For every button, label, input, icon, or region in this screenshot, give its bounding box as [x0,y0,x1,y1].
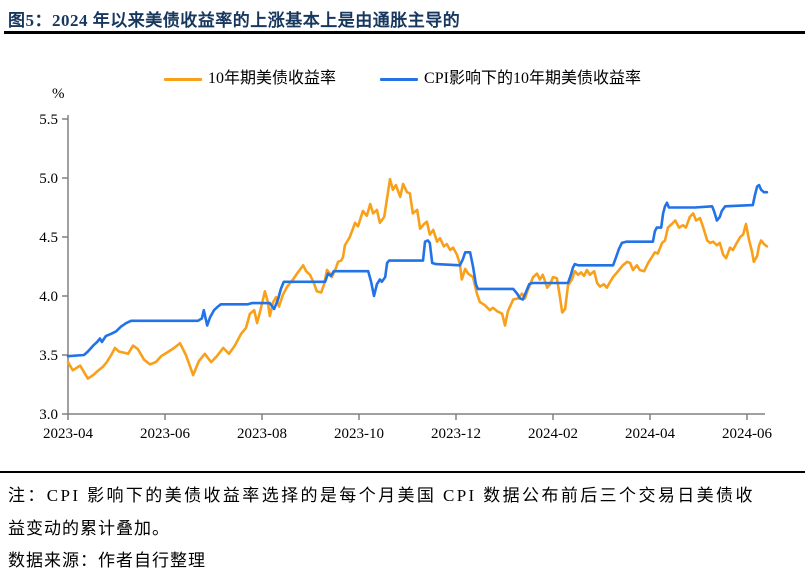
figure-title: 图5：2024 年以来美债收益率的上涨基本上是由通胀主导的 [8,11,461,30]
x-axis-tick-label: 2023-10 [334,426,384,442]
legend-item-cpi-yield: CPI影响下的10年期美债收益率 [380,71,641,87]
x-axis-tick-label: 2024-02 [528,426,578,442]
y-axis-tick-label: 4.5 [39,230,58,246]
note-text-line2: 益变动的累计叠加。 [8,519,170,538]
y-axis-tick-label: 4.0 [39,289,58,305]
legend-item-treasury-yield: 10年期美债收益率 [164,71,336,87]
y-axis-tick-label: 3.5 [39,348,58,364]
x-axis-tick-label: 2023-06 [140,426,190,442]
note-divider [0,471,805,473]
legend-label: 10年期美债收益率 [208,70,337,87]
x-axis-tick-label: 2023-04 [43,426,93,442]
legend-label: CPI影响下的10年期美债收益率 [424,70,641,87]
x-axis-tick-label: 2023-12 [431,426,481,442]
title-underline [4,31,805,34]
series-line-cpi-yield [66,183,769,358]
y-axis-tick-label: 5.0 [39,171,58,187]
x-axis-tick-label: 2024-06 [722,426,772,442]
y-axis-tick-label: 5.5 [39,112,58,128]
legend-line-swatch-blue [380,77,419,81]
legend-line-swatch-orange [164,77,203,81]
series-line-treasury-yield [66,177,769,380]
note-text-line1: 注：CPI 影响下的美债收益率选择的是每个月美国 CPI 数据公布前后三个交易日… [8,486,755,505]
data-source-text: 数据来源：作者自行整理 [8,551,206,570]
x-axis-tick-label: 2023-08 [237,426,287,442]
x-axis-tick-label: 2024-04 [625,426,675,442]
y-axis-unit-label: % [52,86,65,102]
chart-legend: 10年期美债收益率 CPI影响下的10年期美债收益率 [0,69,805,89]
y-axis-tick-label: 3.0 [39,407,58,423]
